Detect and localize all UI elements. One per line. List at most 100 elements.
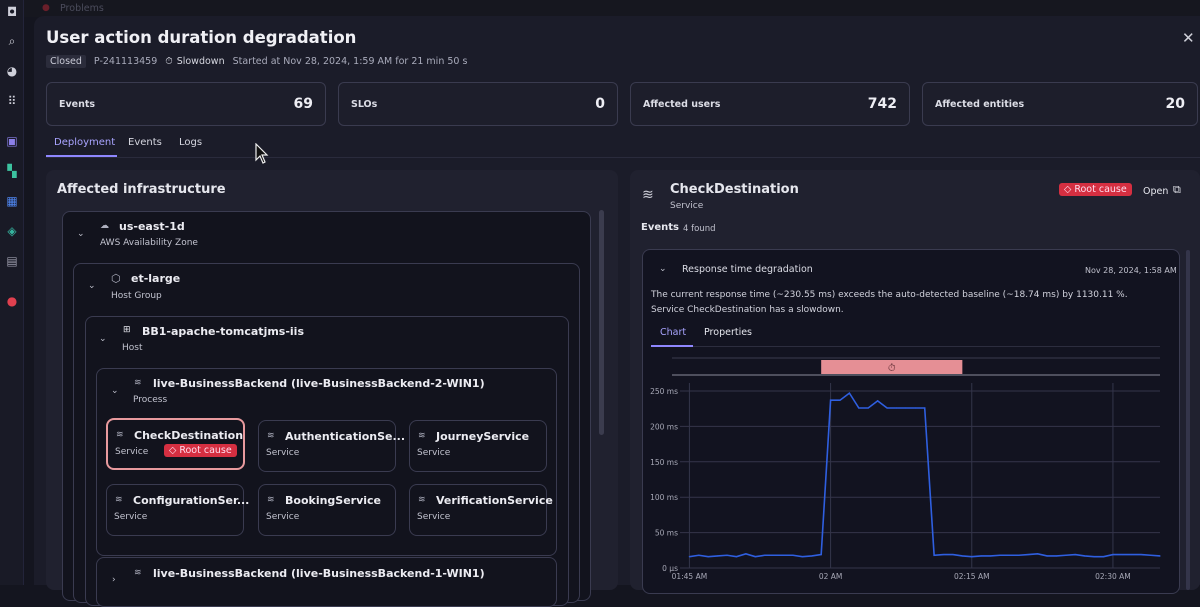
kubernetes-icon[interactable]: ▣ (6, 134, 18, 148)
stat-value: 0 (595, 96, 605, 112)
data-point (848, 392, 851, 394)
active-tab-indicator (651, 345, 693, 347)
data-point (952, 553, 954, 556)
service-card[interactable]: ≋ BookingService Service (258, 484, 396, 536)
services-icon[interactable]: ◈ (7, 224, 17, 238)
service-icon: ≋ (115, 495, 123, 505)
service-name: VerificationService (436, 494, 553, 507)
tab-events[interactable]: Events (128, 137, 162, 148)
service-name: JourneyService (436, 430, 530, 443)
service-card[interactable]: ≋ CheckDestination Service ◇ Root cause (106, 418, 245, 470)
data-point (1084, 555, 1086, 557)
data-point (782, 554, 785, 556)
y-tick-label: 100 ms (650, 493, 678, 502)
event-title[interactable]: Response time degradation (682, 264, 813, 275)
problem-meta: Closed P-241113459 ⏱ Slowdown Started at… (46, 55, 467, 68)
data-point (754, 556, 756, 558)
chevron-down-icon[interactable]: ⌄ (88, 281, 96, 291)
diamond-alert-icon: ◇ (1064, 184, 1072, 195)
chevron-down-icon[interactable]: ⌄ (99, 334, 107, 344)
detail-title: CheckDestination (670, 182, 799, 197)
infrastructure-icon[interactable]: ▚ (7, 164, 17, 178)
service-card[interactable]: ≋ AuthenticationSe... Service (258, 420, 405, 472)
copilot-icon[interactable]: ◕ (6, 64, 18, 78)
open-button[interactable]: Open (1143, 186, 1169, 197)
data-point (735, 556, 738, 558)
status-badge: Closed (46, 55, 86, 68)
zone-name[interactable]: us-east-1d (119, 220, 185, 233)
data-point (942, 553, 945, 556)
stopwatch-icon: ⏱ (888, 363, 896, 374)
chevron-down-icon[interactable]: ⌄ (111, 386, 119, 396)
open-external-icon[interactable]: ⧉ (1173, 183, 1181, 196)
stopwatch-icon: ⏱ (165, 56, 173, 67)
process-name[interactable]: live-BusinessBackend (live-BusinessBacke… (153, 567, 485, 580)
problem-id: P-241113459 (93, 56, 158, 67)
service-name: CheckDestination (134, 429, 244, 442)
data-point (707, 556, 709, 558)
search-icon[interactable]: ⌕ (8, 33, 16, 48)
tab-chart[interactable]: Chart (660, 327, 687, 338)
data-point (1055, 555, 1058, 557)
service-icon: ≋ (642, 187, 654, 203)
problem-category: Slowdown (176, 56, 225, 67)
active-tab-indicator (46, 155, 117, 157)
hostgroup-name[interactable]: et-large (131, 272, 181, 285)
data-point (745, 553, 747, 555)
apps-grid-icon[interactable]: ⠿ (7, 94, 17, 108)
x-tick-label: 02 AM (819, 572, 843, 581)
data-point (1093, 556, 1095, 558)
stat-label: SLOs (351, 98, 378, 110)
data-point (971, 556, 973, 558)
data-point (1008, 554, 1011, 556)
problems-icon[interactable]: ● (6, 294, 18, 308)
data-point (1159, 555, 1161, 557)
detail-type: Service (670, 201, 704, 211)
chevron-down-icon[interactable]: ⌄ (659, 264, 667, 274)
data-point (1112, 553, 1114, 556)
data-point (1027, 553, 1029, 556)
service-card[interactable]: ≋ JourneyService Service (409, 420, 547, 472)
service-card[interactable]: ≋ VerificationService Service (409, 484, 553, 536)
close-icon[interactable]: ✕ (1182, 29, 1195, 47)
data-point (1065, 554, 1067, 556)
data-point (933, 554, 935, 556)
problem-started: Started at Nov 28, 2024, 1:59 AM for 21 … (232, 56, 468, 67)
problems-app-icon: ● (42, 3, 50, 13)
stat-affected-users[interactable]: Affected users 742 (630, 82, 910, 126)
data-point (1102, 556, 1105, 558)
service-card[interactable]: ≋ ConfigurationSer... Service (106, 484, 249, 536)
diamond-alert-icon: ◇ (169, 445, 177, 456)
events-count: 4 found (683, 224, 716, 234)
stat-value: 20 (1165, 96, 1185, 112)
scrollbar[interactable] (599, 210, 604, 435)
tab-deployment[interactable]: Deployment (54, 137, 116, 148)
y-tick-label: 150 ms (650, 458, 678, 467)
stat-affected-entities[interactable]: Affected entities 20 (922, 82, 1198, 126)
host-name[interactable]: BB1-apache-tomcatjms-iis (142, 325, 304, 338)
stat-events[interactable]: Events 69 (46, 82, 326, 126)
y-tick-label: 0 µs (662, 564, 678, 573)
dashboards-icon[interactable]: ▦ (6, 194, 18, 208)
scrollbar[interactable] (1186, 250, 1190, 590)
dynatrace-logo-icon[interactable]: ◘ (6, 5, 18, 19)
hosts-icon[interactable]: ▤ (6, 254, 18, 268)
stat-slos[interactable]: SLOs 0 (338, 82, 618, 126)
service-icon: ≋ (418, 495, 426, 505)
data-point (688, 556, 691, 558)
data-point (698, 554, 700, 556)
windows-icon: ⊞ (123, 325, 131, 335)
service-type: Service (266, 448, 300, 458)
chevron-right-icon[interactable]: › (112, 575, 116, 585)
data-point (801, 556, 803, 558)
stat-value: 742 (867, 96, 897, 112)
service-type: Service (266, 512, 300, 522)
chevron-down-icon[interactable]: ⌄ (77, 229, 85, 239)
tab-logs[interactable]: Logs (179, 137, 203, 148)
data-point (1121, 553, 1123, 556)
data-point (829, 399, 832, 401)
root-cause-label: Root cause (1074, 184, 1127, 195)
tab-properties[interactable]: Properties (704, 327, 753, 338)
process-name[interactable]: live-BusinessBackend (live-BusinessBacke… (153, 377, 485, 390)
data-point (792, 554, 794, 556)
